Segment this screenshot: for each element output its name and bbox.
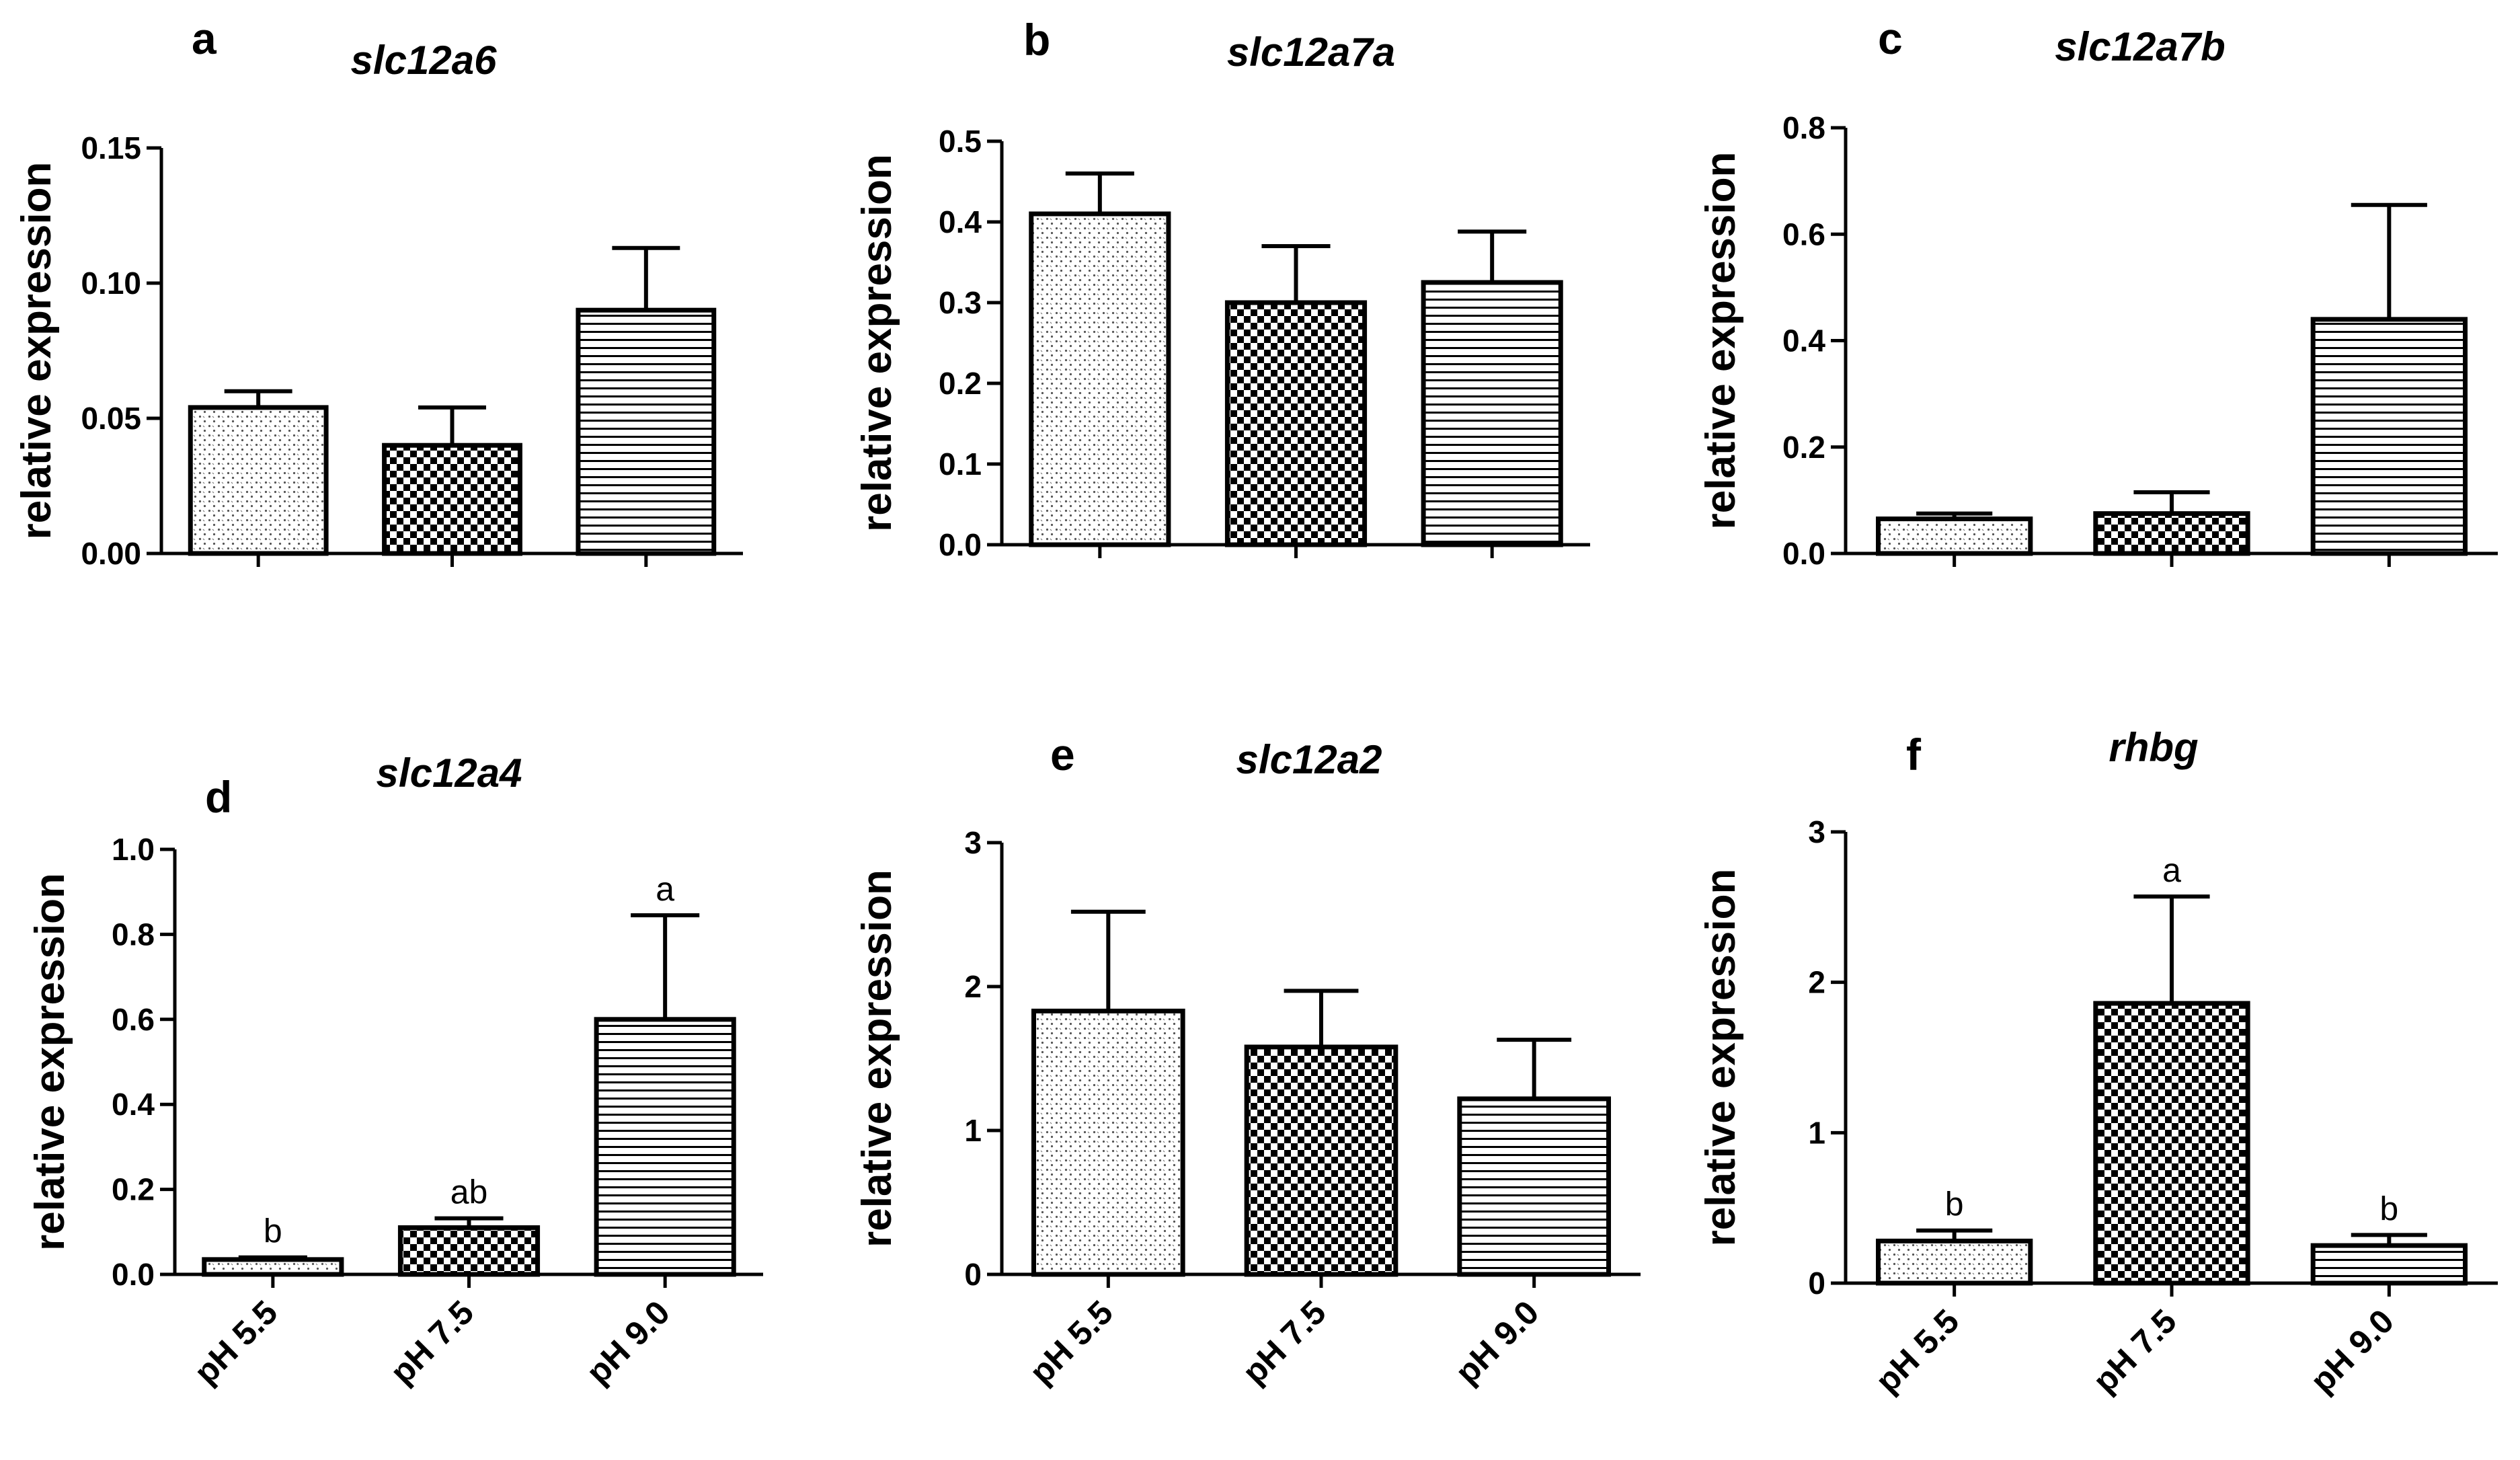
bar-horizontal-lines-pattern bbox=[2310, 317, 2468, 556]
y-tick-label: 0.8 bbox=[112, 917, 155, 952]
y-tick-label: 0.2 bbox=[939, 366, 982, 401]
bar-dotted-pattern bbox=[1029, 211, 1171, 547]
bar-checker-pattern bbox=[397, 1225, 541, 1277]
x-tick-label: pH 7.5 bbox=[2086, 1302, 2184, 1400]
bar-checker-pattern bbox=[1244, 1044, 1399, 1277]
y-tick-label: 0.0 bbox=[112, 1257, 155, 1292]
y-tick-label: 0.4 bbox=[1782, 323, 1825, 358]
y-tick-label: 0.8 bbox=[1782, 110, 1825, 145]
panel-letter: a bbox=[192, 13, 217, 63]
bar-checker-pattern bbox=[382, 443, 522, 556]
significance-letter: a bbox=[656, 870, 674, 908]
y-tick-label: 1.0 bbox=[112, 832, 155, 867]
x-tick-label: pH 5.5 bbox=[1022, 1293, 1120, 1391]
y-axis-label: relative expression bbox=[854, 154, 900, 532]
panel-letter: e bbox=[1050, 730, 1075, 779]
y-tick-label: 0.5 bbox=[939, 124, 982, 159]
chart-panel-a: a slc12a6 relative expression 0.00 0.05 0.10 0… bbox=[13, 13, 743, 571]
chart-panel-d: d slc12a4 relative expression 0.0 0.2 0.4 0.6 0… bbox=[27, 751, 763, 1391]
bar-checker-pattern bbox=[1224, 300, 1368, 547]
significance-letter: a bbox=[2162, 851, 2181, 889]
y-tick-label: 0.0 bbox=[939, 527, 982, 562]
chart-title: slc12a2 bbox=[1236, 737, 1382, 782]
y-tick-label: 2 bbox=[1808, 965, 1825, 1000]
y-axis-label: relative expression bbox=[27, 873, 73, 1251]
significance-letter: b bbox=[1945, 1186, 1964, 1223]
y-tick-label: 0 bbox=[1808, 1266, 1825, 1301]
bar-checker-pattern bbox=[2093, 511, 2250, 556]
y-tick-label: 2 bbox=[964, 969, 982, 1004]
x-tick-label: pH 5.5 bbox=[1868, 1302, 1967, 1400]
y-tick-label: 0.3 bbox=[939, 285, 982, 320]
y-axis-label: relative expression bbox=[854, 870, 900, 1247]
panel-letter: b bbox=[1023, 15, 1050, 65]
y-tick-label: 3 bbox=[1808, 814, 1825, 849]
y-tick-label: 0.4 bbox=[112, 1087, 155, 1122]
bar-horizontal-lines-pattern bbox=[1421, 280, 1563, 547]
y-tick-label: 0.2 bbox=[112, 1172, 155, 1207]
chart-panel-c: c slc12a7b relative expression 0.0 0.2 0.4 0.6… bbox=[1698, 13, 2498, 571]
chart-title: slc12a4 bbox=[377, 751, 522, 796]
y-tick-label: 0.2 bbox=[1782, 430, 1825, 465]
y-tick-label: 3 bbox=[964, 825, 982, 860]
x-tick-label: pH 9.0 bbox=[1448, 1293, 1546, 1391]
y-axis-label: relative expression bbox=[1698, 152, 1744, 530]
bar-dotted-pattern bbox=[1876, 516, 2033, 556]
x-tick-label: pH 9.0 bbox=[2303, 1302, 2401, 1400]
bar-horizontal-lines-pattern bbox=[576, 307, 717, 556]
bar-dotted-pattern bbox=[1876, 1238, 2033, 1286]
panel-letter: d bbox=[205, 772, 232, 822]
y-tick-label: 0.6 bbox=[112, 1002, 155, 1037]
chart-title: slc12a7a bbox=[1227, 30, 1395, 75]
y-tick-label: 0.0 bbox=[1782, 536, 1825, 571]
x-tick-label: pH 9.0 bbox=[579, 1293, 677, 1391]
bar-dotted-pattern bbox=[202, 1257, 344, 1277]
bar-dotted-pattern bbox=[188, 405, 329, 556]
y-tick-label: 0.05 bbox=[81, 401, 141, 436]
chart-panel-b: b slc12a7a relative expression 0.0 0.1 0.2 0.3… bbox=[854, 15, 1590, 562]
chart-title: rhbg bbox=[2109, 725, 2198, 770]
bar-horizontal-lines-pattern bbox=[2310, 1243, 2468, 1286]
y-tick-label: 0.6 bbox=[1782, 217, 1825, 252]
bar-dotted-pattern bbox=[1031, 1008, 1185, 1277]
chart-title: slc12a6 bbox=[351, 38, 498, 83]
significance-letter: b bbox=[2379, 1190, 2398, 1227]
x-tick-label: pH 5.5 bbox=[187, 1293, 285, 1391]
panel-letter: c bbox=[1878, 13, 1903, 63]
significance-letter: ab bbox=[450, 1174, 488, 1211]
y-tick-label: 0.00 bbox=[81, 536, 141, 571]
y-axis-label: relative expression bbox=[13, 162, 60, 540]
bar-horizontal-lines-pattern bbox=[594, 1017, 736, 1277]
bar-checker-pattern bbox=[2093, 1001, 2250, 1286]
y-tick-label: 0.15 bbox=[81, 130, 141, 165]
x-tick-label: pH 7.5 bbox=[383, 1293, 481, 1391]
x-tick-label: pH 7.5 bbox=[1235, 1293, 1333, 1391]
y-axis-label: relative expression bbox=[1698, 869, 1744, 1247]
y-tick-label: 1 bbox=[964, 1113, 982, 1148]
significance-letter: b bbox=[264, 1213, 282, 1250]
chart-title: slc12a7b bbox=[2055, 24, 2226, 69]
y-tick-label: 0.1 bbox=[939, 447, 982, 482]
chart-panel-e: e slc12a2 relative expression 0 1 2 3 pH 5.5 pH … bbox=[854, 730, 1641, 1391]
y-tick-label: 0.4 bbox=[939, 204, 982, 239]
panel-letter: f bbox=[1906, 730, 1922, 779]
bar-horizontal-lines-pattern bbox=[1457, 1096, 1611, 1277]
y-tick-label: 0 bbox=[964, 1257, 982, 1292]
y-tick-label: 0.10 bbox=[81, 266, 141, 301]
y-tick-label: 1 bbox=[1808, 1115, 1825, 1150]
chart-panel-f: f rhbg relative expression 0 1 2 3 pH 5.5 b pH 7.… bbox=[1698, 725, 2498, 1400]
